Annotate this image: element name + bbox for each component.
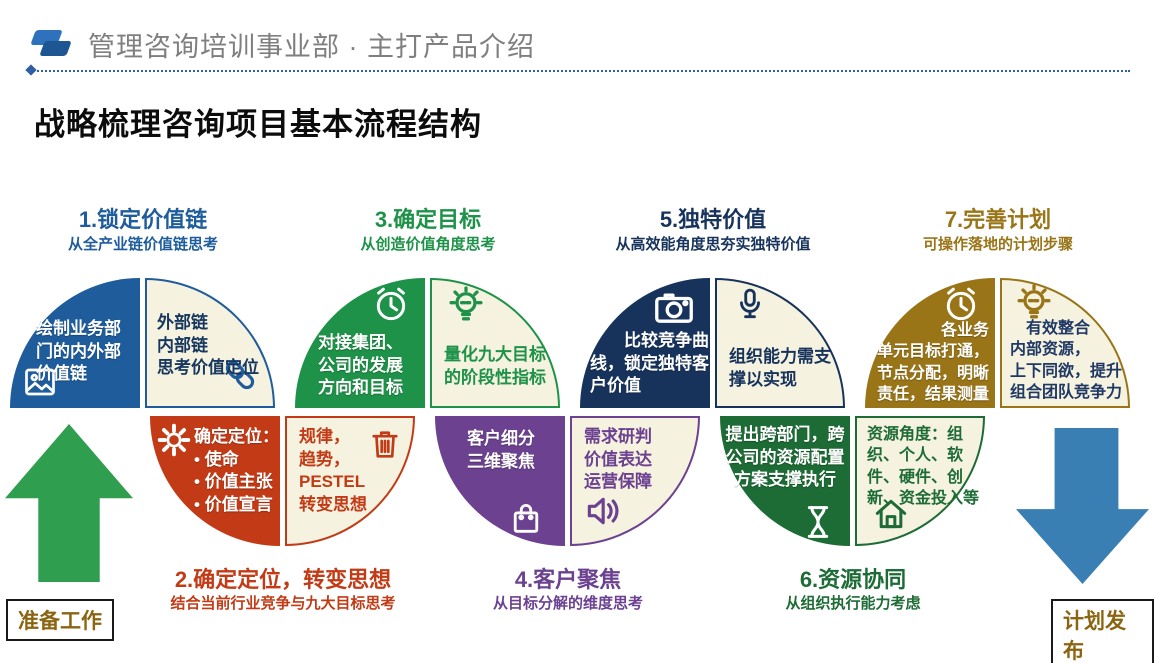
step-1-right-quadrant: 外部链 内部链 思考价值定位 bbox=[145, 278, 275, 408]
step-1-left-quadrant: 绘制业务部 门的内外部 价值链 bbox=[10, 278, 140, 408]
step-4-right-quadrant: 需求研判 价值表达 运营保障 bbox=[570, 416, 700, 546]
subtitle-text: 与九大目标思考 bbox=[290, 595, 396, 612]
step-7-left-quadrant: 各业务 单元目标打通， 节点分配，明晰 责任，结果测量 bbox=[865, 278, 995, 408]
link-icon bbox=[219, 354, 261, 396]
step-2-left-text: 确定定位： • 使命 • 价值主张 • 价值宣言 bbox=[194, 427, 279, 514]
step-1-subtitle: 从全产业链价值链思考 bbox=[8, 233, 278, 254]
divider-diamond-icon bbox=[25, 64, 37, 76]
header-title: 管理咨询培训事业部 · 主打产品介绍 bbox=[88, 32, 535, 62]
step-5-title: 5.独特价值 bbox=[659, 207, 767, 232]
microphone-icon bbox=[731, 286, 769, 324]
hourglass-icon bbox=[798, 502, 838, 542]
step-6-title: 6.资源协同 bbox=[799, 567, 907, 592]
camera-icon bbox=[652, 286, 696, 330]
trash-icon bbox=[367, 426, 403, 462]
subtitle-text: 从 bbox=[785, 595, 801, 612]
down-arrow-icon bbox=[1016, 428, 1149, 584]
step-5-right-text: 组织能力需支 撑以实现 bbox=[729, 347, 831, 389]
step-4-left-quadrant: 客户细分 三维聚焦 bbox=[435, 416, 565, 546]
step-3-title: 3.确定目标 bbox=[374, 207, 482, 232]
clock-icon bbox=[941, 284, 981, 324]
step-6-subtitle: 从组织执行能力考虑 bbox=[718, 592, 988, 613]
subtitle-bold: 组织执行能力 bbox=[800, 595, 891, 612]
step-1-title: 1.锁定价值链 bbox=[78, 207, 208, 232]
shopping-bag-icon bbox=[507, 500, 545, 538]
step-7-subtitle: 可操作落地的计划步骤 bbox=[863, 233, 1133, 254]
page-title: 战略梳理咨询项目基本流程结构 bbox=[34, 107, 482, 142]
company-logo-icon bbox=[30, 26, 74, 64]
step-3-right-quadrant: 量化九大目标 的阶段性指标 bbox=[430, 278, 560, 408]
step-3-right-text: 量化九大目标 的阶段性指标 bbox=[444, 345, 546, 387]
prepare-work-label: 准备工作 bbox=[6, 599, 114, 641]
clock-icon bbox=[371, 284, 411, 324]
subtitle-text: 考虑 bbox=[890, 595, 921, 612]
step-1-left-text: 绘制业务部 门的内外部 价值链 bbox=[36, 319, 121, 384]
step-4-subtitle: 从目标分解的维度思考 bbox=[433, 592, 703, 613]
gear-icon bbox=[156, 422, 192, 458]
step-2-subtitle: 结合当前行业竞争与九大目标思考 bbox=[148, 592, 418, 613]
step-2-right-text: 规律， 趋势， PESTEL 转变思想 bbox=[299, 427, 367, 514]
subtitle-text: 可操作落地的计划步骤 bbox=[922, 236, 1073, 253]
subtitle-text: 角度思夯实独特价值 bbox=[675, 236, 811, 253]
logo-back-shape bbox=[39, 41, 72, 56]
step-3-left-text: 对接集团、 公司的发展 方向和目标 bbox=[318, 333, 403, 398]
step-6-left-text: 提出跨部门，跨 公司的资源配置 方案支撑执行 bbox=[725, 425, 845, 490]
plan-release-label: 计划发布 bbox=[1051, 599, 1154, 663]
header-divider bbox=[30, 70, 1130, 72]
speaker-icon bbox=[582, 490, 624, 532]
step-2-right-quadrant: 规律， 趋势， PESTEL 转变思想 bbox=[285, 416, 415, 546]
step-1-right-text: 外部链 内部链 思考价值定位 bbox=[157, 313, 259, 378]
subtitle-text: 结合 bbox=[170, 595, 201, 612]
image-icon bbox=[22, 364, 58, 400]
step-6-right-text: 资源角度：组 织、个人、软 件、硬件、创 新、资金投入等 bbox=[867, 426, 980, 507]
subtitle-text: 的维度思考 bbox=[568, 595, 644, 612]
step-6-right-quadrant: 资源角度：组 织、个人、软 件、硬件、创 新、资金投入等 bbox=[855, 416, 985, 546]
step-5-left-text: 比较竞争曲 线，锁定独特客 户价值 bbox=[590, 331, 709, 396]
subtitle-bold: 目标分解 bbox=[507, 595, 568, 612]
step-7-title: 7.完善计划 bbox=[944, 207, 1052, 232]
subtitle-bold: 当前行业竞争 bbox=[200, 595, 291, 612]
step-2-left-quadrant: 确定定位： • 使命 • 价值主张 • 价值宣言 bbox=[150, 416, 280, 546]
lightbulb-icon bbox=[1012, 282, 1056, 326]
step-4-left-text: 客户细分 三维聚焦 bbox=[467, 429, 535, 471]
step-5-right-quadrant: 组织能力需支 撑以实现 bbox=[715, 278, 845, 408]
subtitle-bold: 高效能 bbox=[630, 236, 676, 253]
up-arrow-icon bbox=[5, 424, 133, 582]
subtitle-text: 从创造价值角度思考 bbox=[360, 236, 496, 253]
subtitle-text: 从 bbox=[615, 236, 631, 253]
step-3-subtitle: 从创造价值角度思考 bbox=[293, 233, 563, 254]
step-5-left-quadrant: 比较竞争曲 线，锁定独特客 户价值 bbox=[580, 278, 710, 408]
subtitle-text: 从 bbox=[492, 595, 508, 612]
home-icon bbox=[871, 494, 911, 534]
step-5-subtitle: 从高效能角度思夯实独特价值 bbox=[578, 233, 848, 254]
step-6-left-quadrant: 提出跨部门，跨 公司的资源配置 方案支撑执行 bbox=[720, 416, 850, 546]
step-2-title: 2.确定定位，转变思想 bbox=[174, 567, 392, 592]
step-4-title: 4.客户聚焦 bbox=[514, 567, 622, 592]
step-7-right-quadrant: 有效整合 内部资源， 上下同欲，提升 组合团队竞争力 bbox=[1000, 278, 1130, 408]
subtitle-text: 从全产业链价值链思考 bbox=[67, 236, 218, 253]
lightbulb-icon bbox=[444, 284, 488, 328]
step-7-right-text: 有效整合 内部资源， 上下同欲，提升 组合团队竞争力 bbox=[1010, 320, 1123, 401]
step-3-left-quadrant: 对接集团、 公司的发展 方向和目标 bbox=[295, 278, 425, 408]
step-7-left-text: 各业务 单元目标打通， 节点分配，明晰 责任，结果测量 bbox=[876, 322, 989, 403]
step-4-right-text: 需求研判 价值表达 运营保障 bbox=[584, 427, 652, 492]
